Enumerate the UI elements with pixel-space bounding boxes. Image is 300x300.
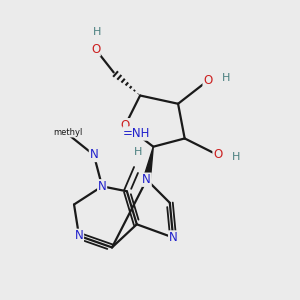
Text: O: O	[91, 43, 100, 56]
Text: H: H	[93, 27, 101, 37]
Text: H: H	[222, 73, 230, 83]
Text: N: N	[89, 148, 98, 161]
Text: =NH: =NH	[123, 127, 151, 140]
Text: methyl: methyl	[53, 128, 82, 137]
Text: N: N	[98, 180, 106, 193]
Text: H: H	[134, 147, 142, 158]
Text: O: O	[203, 74, 212, 87]
Text: H: H	[232, 152, 240, 162]
Polygon shape	[143, 147, 153, 180]
Text: N: N	[169, 231, 178, 244]
Text: N: N	[75, 230, 83, 242]
Text: N: N	[142, 173, 151, 186]
Text: O: O	[213, 148, 222, 161]
Text: O: O	[121, 119, 130, 132]
